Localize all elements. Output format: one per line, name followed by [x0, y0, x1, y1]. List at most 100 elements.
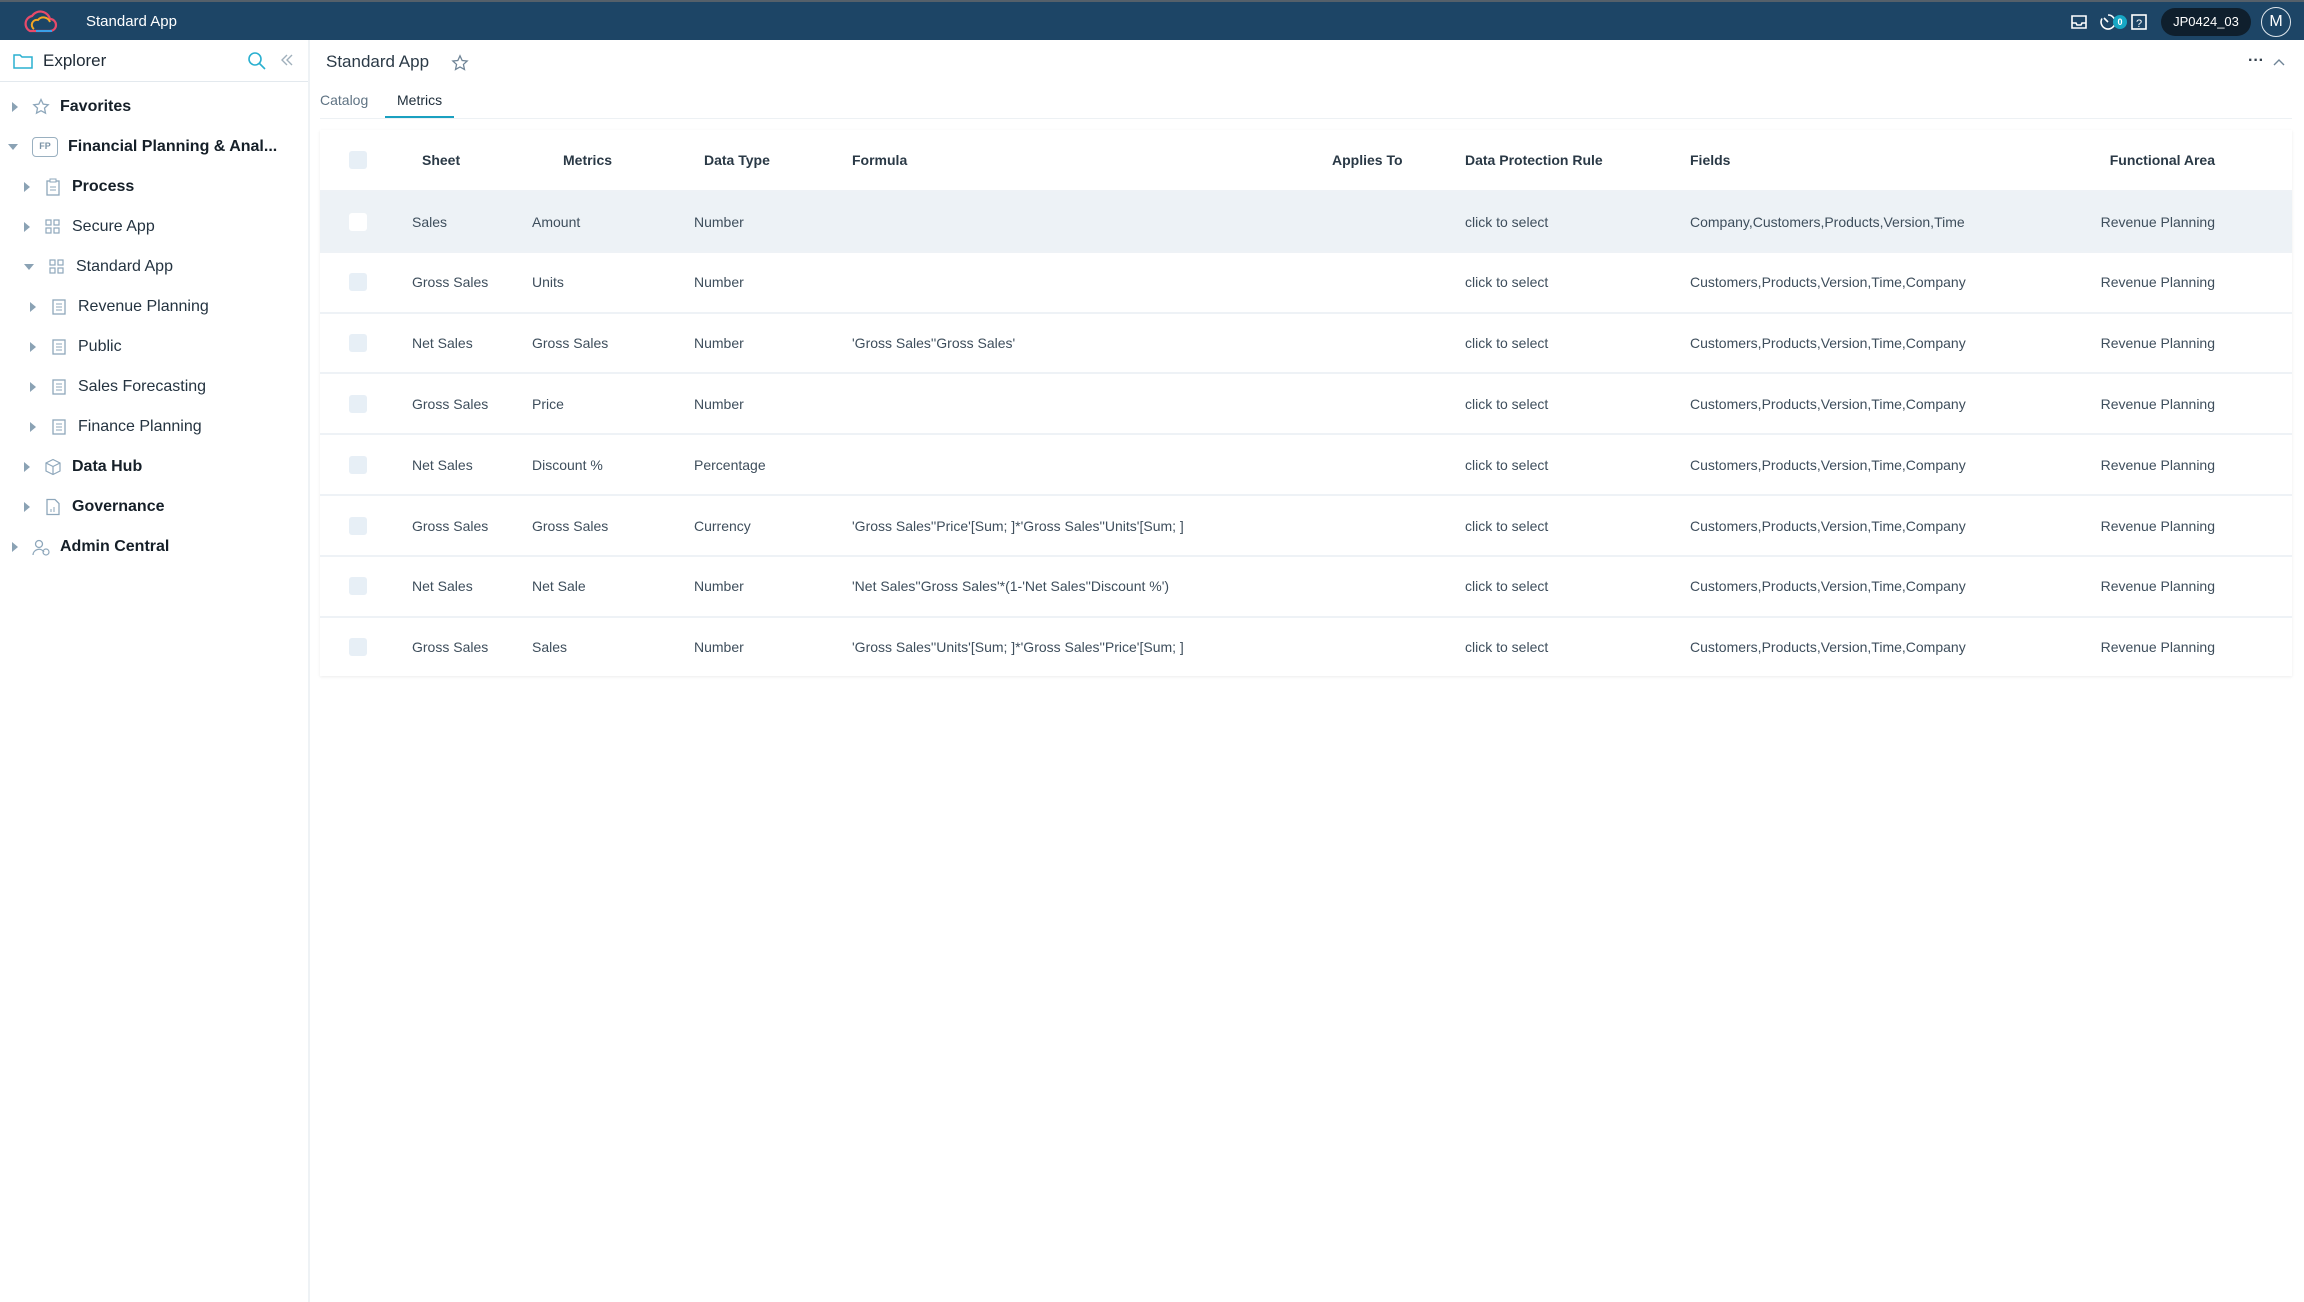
caret-right-icon[interactable] [30, 422, 36, 432]
row-checkbox[interactable] [349, 516, 367, 535]
row-checkbox[interactable] [349, 638, 367, 657]
table-row[interactable]: Gross Sales Units Number click to select Cus… [320, 250, 2292, 312]
cell-functional-area: Revenue Planning [2100, 456, 2215, 473]
column-header-metrics[interactable]: Metrics [563, 152, 613, 168]
caret-down-icon[interactable] [8, 144, 18, 150]
cell-metrics: Discount % [532, 456, 603, 473]
sidebar-item-public[interactable]: Public [30, 329, 122, 365]
tab-catalog[interactable]: Catalog [320, 92, 369, 108]
clipboard-icon [44, 178, 62, 196]
cell-fields: Customers,Products,Version,Time,Company [1690, 335, 1966, 352]
search-icon[interactable] [247, 51, 267, 71]
cell-data-protection-rule[interactable]: click to select [1465, 274, 1549, 291]
notification-badge: 0 [2113, 15, 2127, 29]
sidebar-item-revenue-planning[interactable]: Revenue Planning [30, 289, 209, 325]
column-header-applies-to[interactable]: Applies To [1332, 152, 1403, 168]
row-checkbox[interactable] [349, 455, 367, 474]
cell-sheet: Gross Sales [412, 517, 489, 534]
cell-formula: 'Gross Sales''Units'[Sum; ]*'Gross Sales… [852, 639, 1184, 656]
sidebar-item-favorites[interactable]: Favorites [12, 89, 131, 125]
table-row[interactable]: Net Sales Net Sale Number 'Net Sales''Gross… [320, 554, 2292, 616]
svg-text:?: ? [2136, 18, 2142, 30]
admin-icon [32, 538, 50, 556]
cube-icon [44, 458, 62, 476]
sidebar-item-governance[interactable]: Governance [24, 489, 164, 525]
table-row[interactable]: Net Sales Discount % Percentage click to se… [320, 433, 2292, 494]
row-checkbox[interactable] [349, 394, 367, 413]
sidebar-item-label: Public [78, 338, 122, 355]
explorer-title: Explorer [43, 51, 107, 70]
cell-fields: Customers,Products,Version,Time,Company [1690, 517, 1966, 534]
cell-formula: 'Gross Sales''Price'[Sum; ]*'Gross Sales… [852, 517, 1184, 534]
book-icon [50, 378, 68, 396]
book-icon [50, 418, 68, 436]
row-checkbox[interactable] [349, 334, 367, 353]
column-header-data-type[interactable]: Data Type [704, 152, 770, 168]
cell-functional-area: Revenue Planning [2100, 639, 2215, 656]
cell-data-protection-rule[interactable]: click to select [1465, 578, 1549, 595]
caret-right-icon[interactable] [24, 462, 30, 472]
book-icon [50, 338, 68, 356]
column-header-data-protection-rule[interactable]: Data Protection Rule [1465, 152, 1603, 168]
collapse-sidebar-icon[interactable] [280, 53, 294, 67]
cell-functional-area: Revenue Planning [2100, 578, 2215, 595]
tab-metrics[interactable]: Metrics [385, 92, 455, 118]
sidebar-item-label: Governance [72, 498, 165, 515]
sidebar-item-admin-central[interactable]: Admin Central [12, 529, 169, 565]
caret-right-icon[interactable] [24, 502, 30, 512]
caret-right-icon[interactable] [12, 542, 18, 552]
timer-icon[interactable] [2098, 12, 2118, 32]
cell-data-protection-rule[interactable]: click to select [1465, 335, 1549, 352]
table-row[interactable]: Net Sales Gross Sales Number 'Gross Sales''… [320, 311, 2292, 373]
column-header-sheet[interactable]: Sheet [422, 152, 461, 168]
metrics-table: Sheet Metrics Data Type Formula Applies To Da… [320, 130, 2292, 676]
sidebar-item-label: Favorites [60, 98, 132, 115]
inbox-icon[interactable] [2069, 12, 2089, 32]
cell-fields: Company,Customers,Products,Version,Time [1690, 213, 1965, 230]
table-row[interactable]: Gross Sales Sales Number 'Gross Sales''Unit… [320, 615, 2292, 677]
caret-right-icon[interactable] [12, 102, 18, 112]
cell-fields: Customers,Products,Version,Time,Company [1690, 395, 1966, 412]
cell-data-protection-rule[interactable]: click to select [1465, 213, 1549, 230]
cell-data-protection-rule[interactable]: click to select [1465, 517, 1549, 534]
caret-right-icon[interactable] [30, 382, 36, 392]
table-row[interactable]: Gross Sales Gross Sales Currency 'Gross Sal… [320, 494, 2292, 555]
caret-down-icon[interactable] [24, 264, 34, 270]
sidebar-item-data-hub[interactable]: Data Hub [24, 449, 142, 485]
cell-sheet: Gross Sales [412, 639, 489, 656]
sidebar-item-finance-planning[interactable]: Finance Planning [30, 409, 202, 445]
caret-right-icon[interactable] [24, 222, 30, 232]
caret-right-icon[interactable] [30, 302, 36, 312]
cell-data-protection-rule[interactable]: click to select [1465, 639, 1549, 656]
more-options-icon[interactable]: ··· [2248, 52, 2264, 69]
cell-fields: Customers,Products,Version,Time,Company [1690, 639, 1966, 656]
sidebar-item-financial-planning-anal[interactable]: FP Financial Planning & Anal... [8, 129, 277, 165]
sidebar-item-process[interactable]: Process [24, 169, 134, 205]
cell-sheet: Sales [412, 213, 448, 230]
chevron-up-icon[interactable] [2272, 57, 2286, 67]
cell-data-protection-rule[interactable]: click to select [1465, 395, 1549, 412]
avatar[interactable]: M [2261, 7, 2291, 37]
row-checkbox[interactable] [349, 212, 367, 231]
row-checkbox[interactable] [349, 577, 367, 596]
caret-right-icon[interactable] [24, 182, 30, 192]
table-row[interactable]: Gross Sales Price Number click to select Cus… [320, 372, 2292, 433]
favorite-star-icon[interactable] [451, 54, 469, 72]
sidebar-item-sales-forecasting[interactable]: Sales Forecasting [30, 369, 206, 405]
sidebar-item-secure-app[interactable]: Secure App [24, 209, 155, 245]
caret-right-icon[interactable] [30, 342, 36, 352]
help-icon[interactable]: ? [2129, 12, 2149, 32]
column-header-fields[interactable]: Fields [1690, 152, 1731, 168]
cell-data-type: Number [694, 578, 744, 595]
cell-metrics: Net Sale [532, 578, 586, 595]
row-checkbox[interactable] [349, 273, 367, 292]
table-row[interactable]: Sales Amount Number click to select Company,… [320, 190, 2292, 251]
sidebar-item-standard-app[interactable]: Standard App [24, 249, 173, 285]
column-header-formula[interactable]: Formula [852, 152, 908, 168]
column-header-functional-area[interactable]: Functional Area [2109, 152, 2215, 168]
sidebar-item-label: Data Hub [72, 458, 143, 475]
explorer-sidebar: Explorer Favorites FP Financial Planning &… [0, 40, 310, 1302]
cell-data-protection-rule[interactable]: click to select [1465, 456, 1549, 473]
user-code-button[interactable]: JP0424_03 [2161, 8, 2251, 36]
select-all-checkbox[interactable] [349, 151, 367, 169]
